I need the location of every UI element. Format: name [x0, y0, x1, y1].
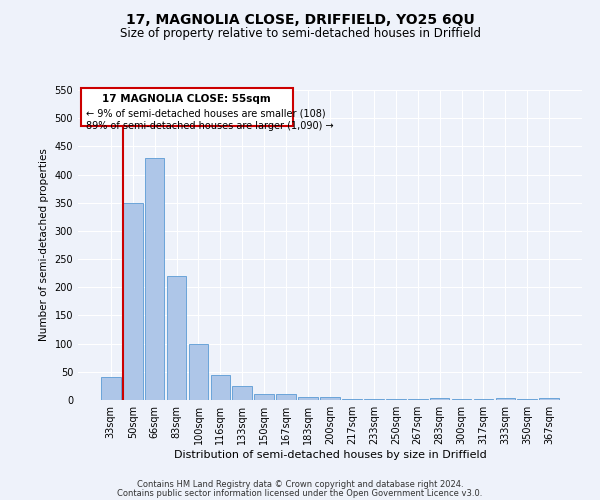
Bar [123, 202, 143, 400]
Bar [254, 394, 274, 400]
Text: 89% of semi-detached houses are larger (1,090) →: 89% of semi-detached houses are larger (… [86, 121, 334, 131]
X-axis label: Distribution of semi-detached houses by size in Driffield: Distribution of semi-detached houses by … [173, 450, 487, 460]
Bar [211, 374, 230, 400]
Bar [145, 158, 164, 400]
Text: Contains public sector information licensed under the Open Government Licence v3: Contains public sector information licen… [118, 488, 482, 498]
Bar [101, 378, 121, 400]
Bar [188, 344, 208, 400]
Bar [298, 397, 318, 400]
Bar [276, 394, 296, 400]
Text: 17 MAGNOLIA CLOSE: 55sqm: 17 MAGNOLIA CLOSE: 55sqm [103, 94, 271, 104]
Text: ← 9% of semi-detached houses are smaller (108): ← 9% of semi-detached houses are smaller… [86, 108, 325, 118]
Text: Contains HM Land Registry data © Crown copyright and database right 2024.: Contains HM Land Registry data © Crown c… [137, 480, 463, 489]
Bar [539, 398, 559, 400]
Bar [430, 398, 449, 400]
Text: Size of property relative to semi-detached houses in Driffield: Size of property relative to semi-detach… [119, 28, 481, 40]
Text: 17, MAGNOLIA CLOSE, DRIFFIELD, YO25 6QU: 17, MAGNOLIA CLOSE, DRIFFIELD, YO25 6QU [125, 12, 475, 26]
Bar [320, 397, 340, 400]
Bar [167, 276, 187, 400]
Bar [496, 398, 515, 400]
Y-axis label: Number of semi-detached properties: Number of semi-detached properties [39, 148, 49, 342]
Bar [232, 386, 252, 400]
